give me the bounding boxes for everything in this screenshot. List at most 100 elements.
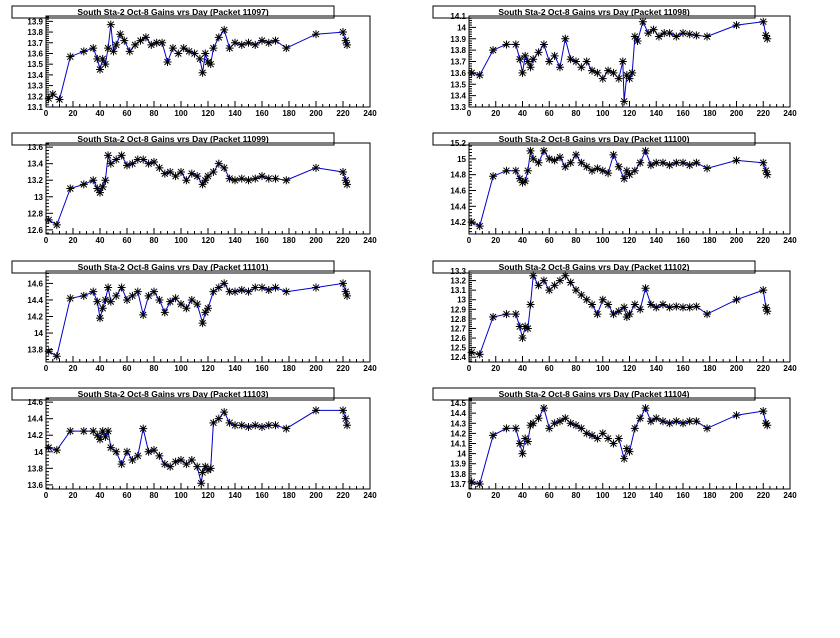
x-tick-label: 20 xyxy=(491,491,500,500)
x-tick-label: 40 xyxy=(96,491,105,500)
data-point-marker xyxy=(112,447,121,456)
data-point-marker xyxy=(561,271,570,280)
data-point-marker xyxy=(220,163,229,172)
x-tick-label: 220 xyxy=(336,364,350,373)
chart-title-box xyxy=(432,387,756,401)
x-tick-label: 60 xyxy=(545,109,554,118)
data-point-marker xyxy=(225,44,234,53)
x-tick-label: 0 xyxy=(467,491,472,500)
data-point-marker xyxy=(117,151,126,160)
data-point-marker xyxy=(529,154,538,163)
y-tick-label: 13.5 xyxy=(450,80,466,89)
data-point-marker xyxy=(526,146,535,155)
data-point-marker xyxy=(759,286,768,295)
data-point-marker xyxy=(237,40,246,49)
data-point-marker xyxy=(489,46,498,55)
x-tick-label: 20 xyxy=(69,236,78,245)
data-point-marker xyxy=(112,40,121,49)
data-point-marker xyxy=(572,57,580,66)
data-point-marker xyxy=(155,451,164,460)
series-line xyxy=(48,409,348,484)
data-point-marker xyxy=(518,449,527,458)
x-tick-label: 100 xyxy=(596,109,610,118)
data-point-marker xyxy=(759,17,768,26)
data-point-marker xyxy=(545,286,554,295)
chart-title-box xyxy=(11,132,335,146)
x-tick-label: 200 xyxy=(309,236,323,245)
data-point-marker xyxy=(214,283,223,292)
data-point-marker xyxy=(166,297,175,306)
y-tick-label: 13.1 xyxy=(450,286,466,295)
data-point-marker xyxy=(588,300,597,309)
data-point-marker xyxy=(271,283,280,292)
x-tick-label: 0 xyxy=(467,364,472,373)
data-point-marker xyxy=(201,462,210,471)
y-tick-label: 14.2 xyxy=(450,429,466,438)
data-point-marker xyxy=(620,303,629,312)
data-point-marker xyxy=(160,169,169,178)
data-point-marker xyxy=(577,424,586,433)
chart-panel-7: South Sta-2 Oct-8 Gains vrs Day (Packet … xyxy=(11,387,377,500)
data-point-marker xyxy=(628,68,637,77)
data-point-marker xyxy=(529,55,538,64)
data-point-marker xyxy=(44,347,53,356)
data-point-marker xyxy=(312,30,320,39)
x-tick-label: 120 xyxy=(623,109,637,118)
data-point-marker xyxy=(652,158,661,167)
data-point-marker xyxy=(166,462,175,471)
y-tick-label: 15 xyxy=(457,155,466,164)
data-point-marker xyxy=(341,176,350,185)
y-tick-label: 14.2 xyxy=(450,218,466,227)
data-point-marker xyxy=(193,462,202,471)
x-tick-label: 160 xyxy=(255,491,269,500)
x-tick-label: 140 xyxy=(650,364,664,373)
x-tick-label: 160 xyxy=(676,491,690,500)
data-point-marker xyxy=(312,283,320,292)
y-tick-label: 14.6 xyxy=(27,398,43,407)
y-tick-label: 12.8 xyxy=(27,209,43,218)
x-tick-label: 80 xyxy=(572,109,581,118)
series-line xyxy=(48,24,348,101)
x-tick-label: 160 xyxy=(255,236,269,245)
data-point-marker xyxy=(96,314,104,323)
data-point-marker xyxy=(620,97,629,106)
x-tick-label: 0 xyxy=(467,236,472,245)
x-tick-label: 220 xyxy=(757,109,771,118)
x-tick-label: 120 xyxy=(201,236,215,245)
data-point-marker xyxy=(79,180,88,189)
data-point-marker xyxy=(93,54,102,63)
y-tick-label: 13.9 xyxy=(450,460,466,469)
x-tick-label: 40 xyxy=(96,364,105,373)
x-tick-label: 100 xyxy=(174,109,188,118)
y-tick-label: 13 xyxy=(457,296,466,305)
data-point-marker xyxy=(614,307,623,316)
data-point-marker xyxy=(231,421,239,430)
x-tick-label: 220 xyxy=(336,109,350,118)
data-point-marker xyxy=(534,281,543,290)
data-point-marker xyxy=(96,65,104,74)
data-point-marker xyxy=(539,404,548,413)
data-point-marker xyxy=(214,159,223,168)
data-point-marker xyxy=(244,38,253,47)
data-point-marker xyxy=(264,421,273,430)
data-point-marker xyxy=(150,158,158,167)
data-point-marker xyxy=(593,310,602,319)
data-point-marker xyxy=(106,159,115,168)
data-point-marker xyxy=(101,60,110,69)
data-point-marker xyxy=(214,33,223,42)
y-tick-label: 13.4 xyxy=(27,71,43,80)
data-point-marker xyxy=(588,431,597,440)
data-point-marker xyxy=(343,421,352,430)
data-point-marker xyxy=(123,161,131,170)
data-point-marker xyxy=(658,417,667,426)
data-point-marker xyxy=(66,427,75,436)
data-point-marker xyxy=(98,427,107,436)
data-point-marker xyxy=(604,434,613,443)
data-point-marker xyxy=(231,38,239,47)
data-point-marker xyxy=(101,432,110,441)
data-point-marker xyxy=(614,162,623,171)
x-tick-label: 100 xyxy=(174,491,188,500)
data-point-marker xyxy=(209,167,218,176)
data-point-marker xyxy=(150,446,158,455)
data-point-marker xyxy=(625,74,634,83)
